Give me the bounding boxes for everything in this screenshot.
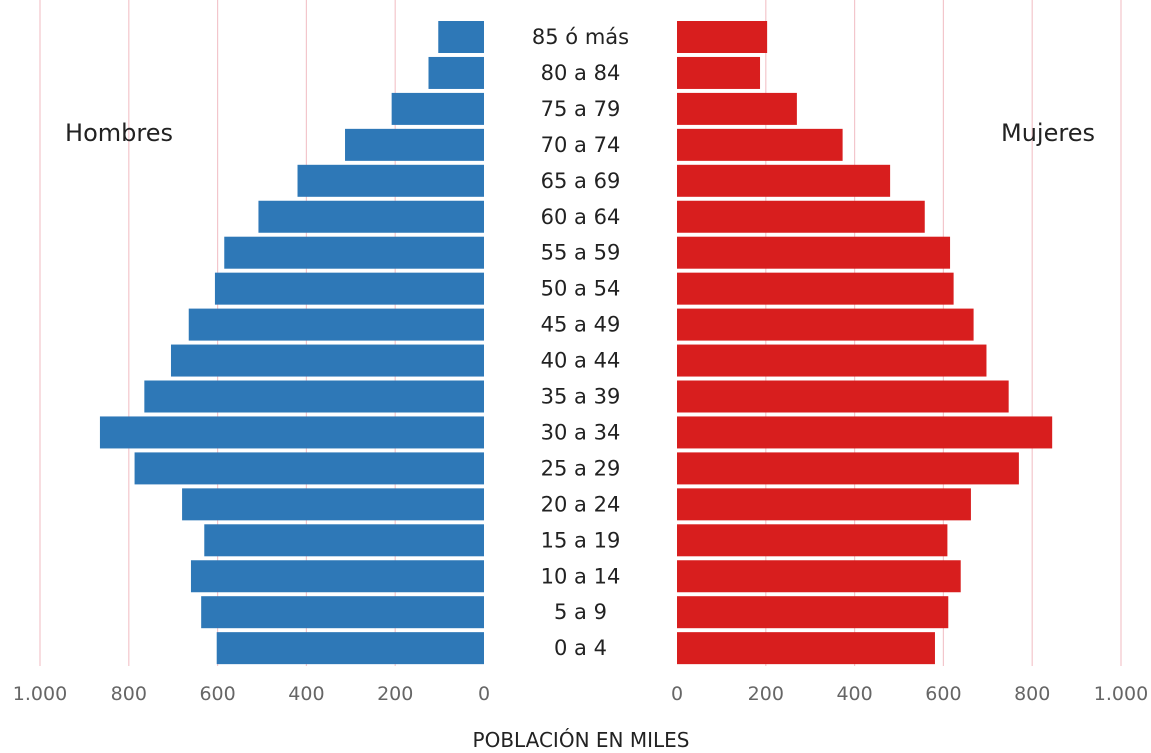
bar-mujeres <box>677 488 971 521</box>
age-group-label: 35 a 39 <box>541 385 621 409</box>
age-group-label: 15 a 19 <box>541 528 621 552</box>
bar-hombres <box>182 488 484 521</box>
x-tick-label: 800 <box>1014 683 1050 705</box>
bar-mujeres <box>677 21 768 53</box>
bar-mujeres <box>677 272 954 305</box>
age-group-label: 50 a 54 <box>541 277 621 301</box>
bar-mujeres <box>677 56 761 89</box>
age-group-labels: 85 ó más 80 a 84 75 a 79 70 a 74 65 a 69 60 a… <box>532 25 629 660</box>
age-group-label: 75 a 79 <box>541 97 621 121</box>
x-tick-label: 200 <box>377 683 413 705</box>
x-tick-labels-left: 0 200 400 600 800 1.000 <box>13 683 490 705</box>
age-group-label: 30 a 34 <box>541 420 621 444</box>
bar-hombres <box>224 236 484 269</box>
bar-mujeres <box>677 524 948 557</box>
age-group-label: 25 a 29 <box>541 456 621 480</box>
x-axis-title: POBLACIÓN EN MILES <box>473 728 690 752</box>
bars-hombres <box>99 21 485 665</box>
age-group-label: 55 a 59 <box>541 241 621 265</box>
bar-hombres <box>428 56 484 89</box>
x-tick-label: 1.000 <box>13 683 67 705</box>
bar-hombres <box>345 128 484 161</box>
bar-hombres <box>201 596 484 629</box>
bar-mujeres <box>677 560 961 593</box>
bar-mujeres <box>677 164 891 197</box>
bar-mujeres <box>677 452 1019 485</box>
bar-hombres <box>144 380 484 413</box>
bar-hombres <box>438 21 484 53</box>
bar-mujeres <box>677 308 974 341</box>
bar-hombres <box>204 524 484 557</box>
bar-mujeres <box>677 596 949 629</box>
age-group-label: 40 a 44 <box>541 349 621 373</box>
bar-hombres <box>190 560 484 593</box>
age-group-label: 5 a 9 <box>554 600 607 624</box>
legend-hombres: Hombres <box>65 119 173 147</box>
bar-hombres <box>258 200 484 233</box>
x-tick-label: 800 <box>111 683 147 705</box>
age-group-label: 80 a 84 <box>541 61 621 85</box>
age-group-label: 10 a 14 <box>541 564 621 588</box>
bar-hombres <box>170 344 485 377</box>
bar-hombres <box>391 92 484 125</box>
x-tick-label: 0 <box>478 683 490 705</box>
bar-mujeres <box>677 416 1053 449</box>
x-tick-label: 600 <box>199 683 235 705</box>
age-group-label: 70 a 74 <box>541 133 621 157</box>
bar-mujeres <box>677 200 925 233</box>
bar-mujeres <box>677 344 987 377</box>
x-tick-label: 600 <box>925 683 961 705</box>
age-group-label: 65 a 69 <box>541 169 621 193</box>
age-group-label: 45 a 49 <box>541 313 621 337</box>
bar-mujeres <box>677 128 843 161</box>
age-group-label: 60 a 64 <box>541 205 621 229</box>
x-tick-label: 1.000 <box>1094 683 1148 705</box>
age-group-label: 20 a 24 <box>541 492 621 516</box>
bar-hombres <box>99 416 484 449</box>
x-tick-label: 0 <box>671 683 683 705</box>
bar-mujeres <box>677 236 951 269</box>
bar-hombres <box>188 308 485 341</box>
bar-hombres <box>216 632 484 665</box>
bar-hombres <box>134 452 484 485</box>
legend-mujeres: Mujeres <box>1001 119 1095 147</box>
bar-mujeres <box>677 380 1009 413</box>
bar-mujeres <box>677 632 935 665</box>
bar-hombres <box>214 272 484 305</box>
x-tick-label: 200 <box>748 683 784 705</box>
age-group-label: 85 ó más <box>532 25 629 49</box>
x-tick-label: 400 <box>288 683 324 705</box>
x-tick-labels-right: 0 200 400 600 800 1.000 <box>671 683 1148 705</box>
age-group-label: 0 a 4 <box>554 636 607 660</box>
x-tick-label: 400 <box>836 683 872 705</box>
bar-mujeres <box>677 92 797 125</box>
bar-hombres <box>297 164 484 197</box>
bars-mujeres <box>677 21 1053 665</box>
